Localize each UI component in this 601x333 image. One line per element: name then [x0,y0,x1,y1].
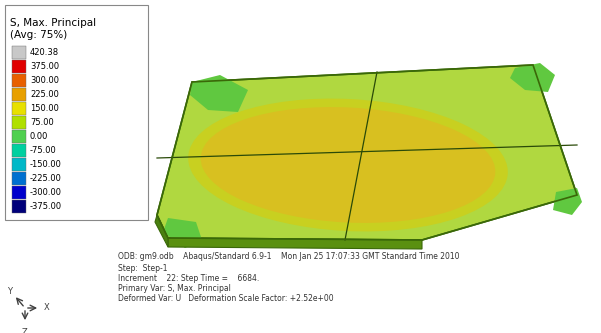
Bar [12,144,26,157]
Polygon shape [157,65,577,240]
Bar [5,5,148,220]
Text: (Avg: 75%): (Avg: 75%) [10,30,67,40]
Text: -150.00: -150.00 [30,160,62,169]
Polygon shape [190,75,248,112]
Text: 375.00: 375.00 [30,62,59,71]
Polygon shape [168,238,422,249]
Bar [12,172,26,185]
Bar [12,74,26,87]
Bar [12,130,26,143]
Text: 0.00: 0.00 [30,132,48,141]
Bar [12,60,26,73]
Bar [12,88,26,101]
Text: ODB: gm9.odb    Abaqus/Standard 6.9-1    Mon Jan 25 17:07:33 GMT Standard Time 2: ODB: gm9.odb Abaqus/Standard 6.9-1 Mon J… [118,252,460,261]
Text: Y: Y [7,286,13,295]
Polygon shape [553,188,582,215]
Text: Primary Var: S, Max. Principal: Primary Var: S, Max. Principal [118,284,231,293]
Text: 420.38: 420.38 [30,48,59,57]
Bar [12,186,26,199]
Text: -300.00: -300.00 [30,188,62,197]
Text: X: X [44,303,50,312]
Ellipse shape [188,99,508,231]
Bar [12,116,26,129]
Text: Deformed Var: U   Deformation Scale Factor: +2.52e+00: Deformed Var: U Deformation Scale Factor… [118,294,334,303]
Text: Z: Z [22,328,28,333]
Text: -375.00: -375.00 [30,202,62,211]
Text: Step:  Step-1: Step: Step-1 [118,264,168,273]
Text: 75.00: 75.00 [30,118,53,127]
Polygon shape [155,215,168,247]
Text: -75.00: -75.00 [30,146,56,155]
Polygon shape [163,218,202,248]
Bar [12,158,26,171]
Bar [12,46,26,59]
Text: 225.00: 225.00 [30,90,59,99]
Text: 150.00: 150.00 [30,104,59,113]
Bar [12,200,26,213]
Polygon shape [510,63,555,92]
Text: S, Max. Principal: S, Max. Principal [10,18,96,28]
Text: -225.00: -225.00 [30,174,62,183]
Text: Increment    22: Step Time =    6684.: Increment 22: Step Time = 6684. [118,274,259,283]
Ellipse shape [201,107,495,223]
Bar [12,102,26,115]
Text: 300.00: 300.00 [30,76,59,85]
